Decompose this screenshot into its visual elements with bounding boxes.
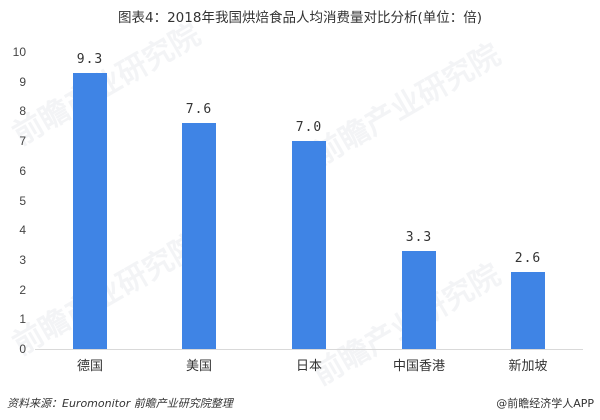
x-tick-label: 美国 [185,359,212,374]
value-label: 7.0 [295,120,323,136]
y-tick-label: 9 [19,74,26,89]
x-tick-label: 新加坡 [508,359,548,374]
chart-title: 图表4：2018年我国烘焙食品人均消费量对比分析(单位：倍) [118,10,482,26]
bar [292,141,326,349]
x-tick-label: 德国 [76,359,103,374]
y-tick-label: 3 [19,252,26,267]
source-note: 资料来源：Euromonitor 前瞻产业研究院整理 [7,397,233,410]
value-label: 2.6 [514,250,542,266]
x-tick-label: 日本 [295,359,322,374]
x-tick-label: 中国香港 [392,359,445,374]
bar [73,72,107,349]
y-tick-label: 2 [19,282,26,297]
bar [182,123,216,349]
y-tick-label: 10 [12,45,26,59]
brand-credit: @前瞻经济学人APP [496,397,594,410]
x-axis-line [35,349,583,350]
value-label: 7.6 [185,102,213,118]
y-tick-label: 7 [19,134,26,149]
y-tick-label: 6 [19,163,26,178]
y-tick-label: 4 [19,223,26,238]
watermark: 前瞻产业研究院 [307,37,507,173]
bar [511,271,545,349]
y-tick-label: 0 [19,342,26,356]
y-tick-label: 1 [19,312,26,327]
value-label: 3.3 [405,229,433,245]
y-tick-label: 5 [19,193,26,208]
bar [402,250,436,349]
y-tick-label: 8 [19,104,26,119]
value-label: 9.3 [76,51,104,67]
